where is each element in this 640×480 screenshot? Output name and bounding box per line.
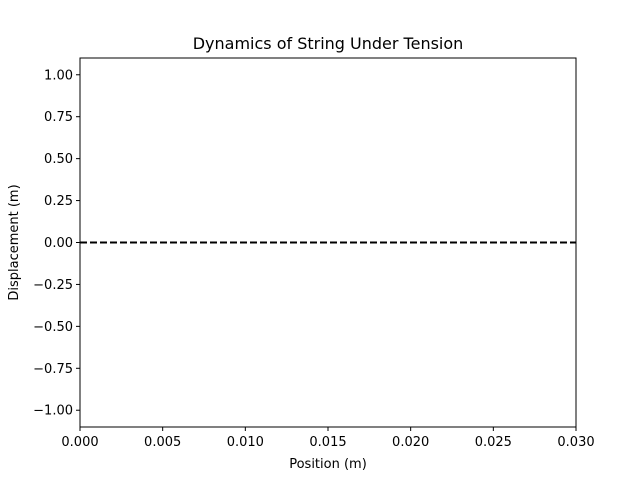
y-tick-label: −0.75 bbox=[33, 362, 73, 377]
x-tick-label: 0.010 bbox=[227, 435, 264, 450]
y-tick-label: 0.50 bbox=[44, 152, 73, 167]
y-tick-label: 0.00 bbox=[44, 236, 73, 251]
y-tick-label: −1.00 bbox=[33, 404, 73, 419]
plot-area bbox=[79, 57, 577, 428]
x-axis-ticks: 0.000 0.005 0.010 0.015 0.020 0.025 0.030 bbox=[61, 427, 595, 450]
y-tick-label: 0.75 bbox=[44, 110, 73, 125]
y-axis-ticks: 1.00 0.75 0.50 0.25 0.00 −0.25 −0.50 −0.75 −1.00 bbox=[33, 68, 80, 419]
x-tick-label: 0.005 bbox=[144, 435, 181, 450]
y-tick-label: 0.25 bbox=[44, 194, 73, 209]
x-axis-label: Position (m) bbox=[289, 457, 367, 472]
y-tick-label: −0.50 bbox=[33, 320, 73, 335]
x-tick-label: 0.020 bbox=[392, 435, 429, 450]
x-tick-label: 0.015 bbox=[309, 435, 346, 450]
x-tick-label: 0.000 bbox=[61, 435, 98, 450]
chart-title: Dynamics of String Under Tension bbox=[193, 34, 464, 53]
x-tick-label: 0.030 bbox=[557, 435, 594, 450]
y-tick-label: 1.00 bbox=[44, 68, 73, 83]
y-tick-label: −0.25 bbox=[33, 278, 73, 293]
y-axis-label: Displacement (m) bbox=[7, 184, 22, 300]
x-tick-label: 0.025 bbox=[475, 435, 512, 450]
